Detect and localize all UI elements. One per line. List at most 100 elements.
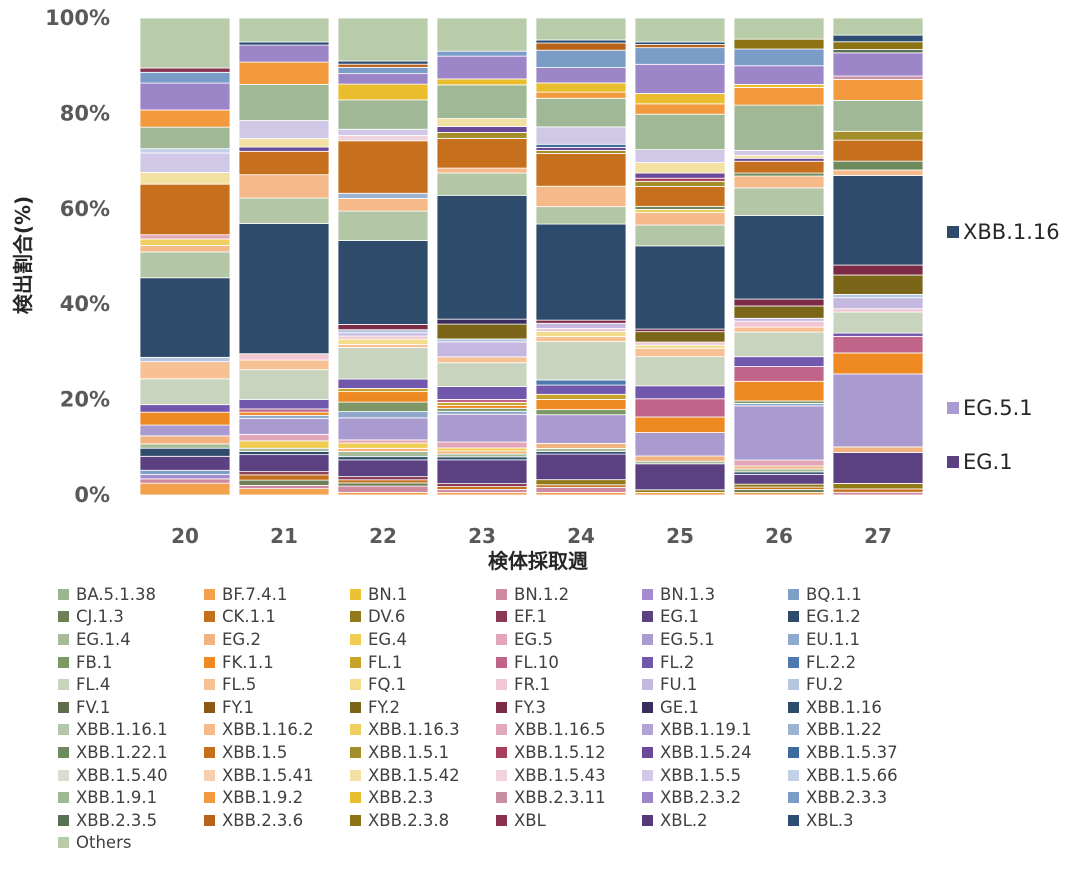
legend-label: XBB.1.9.2 <box>222 788 304 808</box>
legend-item: XBB.1.5.12 <box>496 741 642 764</box>
legend-swatch <box>58 746 69 758</box>
legend-item: BN.1.2 <box>496 583 642 606</box>
bar-segment <box>634 432 726 457</box>
legend-item: XBB.2.3.3 <box>788 786 934 809</box>
bar-segment <box>634 209 726 213</box>
bar-segment <box>337 335 429 340</box>
bar-segment <box>634 356 726 387</box>
bar-segment <box>436 341 528 358</box>
bar-segment <box>238 174 330 199</box>
bar-segment <box>733 154 825 159</box>
bar-segment <box>832 17 924 36</box>
bar-segment <box>436 407 528 412</box>
bar-segment <box>337 401 429 412</box>
bar-segment <box>337 476 429 481</box>
legend-swatch <box>350 769 361 781</box>
legend-label: XBB.2.3.6 <box>222 810 304 830</box>
legend-item: FL.2.2 <box>788 651 934 674</box>
legend-item: XBB.1.5.43 <box>496 764 642 787</box>
legend-item: FY.3 <box>496 696 642 719</box>
bar-segment <box>436 441 528 449</box>
callout-swatch <box>947 402 959 414</box>
legend-label: XBB.1.16.1 <box>76 720 168 740</box>
bar-segment <box>733 48 825 67</box>
legend-swatch <box>496 724 507 736</box>
legend-item: FY.2 <box>350 696 496 719</box>
legend-item: XBL.3 <box>788 809 934 832</box>
legend-label: XBB.1.5.43 <box>514 765 606 785</box>
legend-swatch <box>350 724 361 736</box>
bar-segment <box>436 338 528 343</box>
legend-label: BQ.1.1 <box>806 584 862 604</box>
legend-item: FB.1 <box>58 651 204 674</box>
bar-segment <box>634 113 726 151</box>
bar-segment <box>733 473 825 485</box>
legend-label: XBB.1.5.1 <box>368 742 450 762</box>
bar-segment <box>238 434 330 442</box>
legend-item: FU.1 <box>642 673 788 696</box>
bar-segment <box>238 474 330 481</box>
legend-swatch <box>642 746 653 758</box>
legend-label: CJ.1.3 <box>76 607 124 627</box>
bar-segment <box>535 49 627 68</box>
legend-label: XBB.2.3.11 <box>514 788 606 808</box>
bar-segment <box>337 99 429 130</box>
legend-swatch <box>642 679 653 691</box>
bar-segment <box>733 298 825 307</box>
legend-label: XBB.1.22.1 <box>76 742 168 762</box>
legend-label: EG.5 <box>514 629 553 649</box>
bar-segment <box>238 44 330 63</box>
bar-segment <box>634 416 726 433</box>
legend-item: XBB.2.3.6 <box>204 809 350 832</box>
legend-swatch <box>204 611 215 623</box>
bar-segment <box>733 459 825 467</box>
bar-segment <box>238 83 330 121</box>
legend-item: FV.1 <box>58 696 204 719</box>
bar-segment <box>634 177 726 182</box>
legend-label: XBL.2 <box>660 810 708 830</box>
legend-item: XBB.1.5 <box>204 741 350 764</box>
legend-item: EG.5 <box>496 628 642 651</box>
bar-segment <box>535 39 627 44</box>
legend-label: BA.5.1.38 <box>76 584 157 604</box>
bar-segment <box>535 341 627 381</box>
bar-segment <box>337 459 429 478</box>
legend-swatch <box>788 588 799 600</box>
bar-segment <box>535 126 627 145</box>
x-tick-label: 20 <box>171 524 199 548</box>
bar-segment <box>535 97 627 128</box>
bar-segment <box>337 192 429 199</box>
bar-segment <box>535 143 627 148</box>
bar-segment <box>238 479 330 486</box>
legend-swatch <box>204 814 215 826</box>
bar-segment <box>139 71 231 84</box>
bar-segment <box>436 356 528 364</box>
legend-label: FY.3 <box>514 697 546 717</box>
bar-segment <box>733 366 825 382</box>
legend-item: FK.1.1 <box>204 651 350 674</box>
legend-swatch <box>788 611 799 623</box>
bar-segment <box>436 132 528 139</box>
callout-swatch <box>947 456 959 468</box>
bar-segment <box>337 378 429 389</box>
legend-label: FB.1 <box>76 652 113 672</box>
bar-segment <box>436 447 528 452</box>
bar-segment <box>337 140 429 194</box>
bar-segment <box>634 212 726 226</box>
bar-segment <box>436 410 528 415</box>
x-axis-ticks: 20 21 22 23 24 25 26 27 <box>171 524 892 548</box>
bar-segment <box>832 311 924 334</box>
bar-segment <box>634 455 726 462</box>
legend-swatch <box>642 588 653 600</box>
bar-segment <box>733 160 825 174</box>
legend-label: XBB.1.16.5 <box>514 720 606 740</box>
bar-segment <box>436 404 528 409</box>
bar-segment <box>238 120 330 139</box>
bar-segment <box>337 329 429 334</box>
bar-segment <box>238 440 330 449</box>
legend-item: XBB.2.3.11 <box>496 786 642 809</box>
x-tick-label: 24 <box>567 524 595 548</box>
bar-segment <box>139 238 231 246</box>
bar-segment <box>337 439 429 444</box>
bar-segment <box>733 214 825 300</box>
